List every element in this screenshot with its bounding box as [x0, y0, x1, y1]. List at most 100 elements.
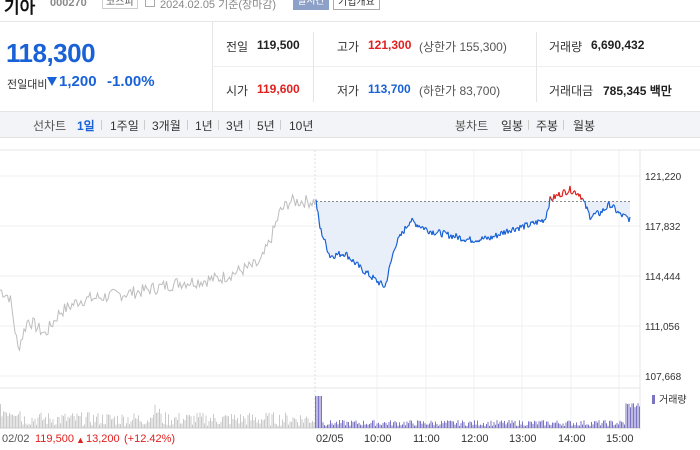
- volume-bar: [391, 425, 393, 428]
- volume-bar: [505, 424, 507, 428]
- prev-day-change: 13,200: [86, 433, 120, 445]
- price-segment: [605, 208, 608, 211]
- volume-bar: [150, 417, 151, 428]
- volume-legend: 거래량: [659, 394, 687, 406]
- volume-bar: [549, 424, 550, 428]
- volume-bar: [457, 420, 459, 428]
- candle-weekly[interactable]: 주봉: [536, 119, 559, 133]
- volume-bar: [396, 422, 397, 428]
- volume-bar: [348, 421, 349, 428]
- volume-bar: [447, 420, 448, 428]
- price-segment: [389, 261, 392, 265]
- volume-bar: [406, 421, 408, 428]
- volume-bar: [136, 418, 138, 428]
- volume-bar: [595, 421, 597, 428]
- volume-bar: [417, 420, 418, 428]
- volume-bar: [633, 403, 634, 428]
- price-segment: [320, 228, 323, 237]
- volume-bar: [247, 415, 249, 428]
- price-segment: [487, 236, 490, 239]
- price-segment: [388, 264, 391, 269]
- volume-bar: [181, 423, 183, 428]
- price-segment: [443, 229, 446, 233]
- volume-bar: [87, 412, 88, 428]
- volume-bar: [591, 421, 592, 428]
- price-segment: [594, 212, 597, 215]
- volume-bar: [379, 424, 381, 428]
- volume-bar: [171, 420, 172, 428]
- volume-bar: [405, 425, 406, 428]
- volume-bar: [520, 424, 522, 428]
- volume-bar: [630, 407, 631, 428]
- volume-bar: [493, 421, 495, 428]
- volume-bar: [330, 420, 331, 428]
- price-segment: [628, 216, 631, 223]
- price-segment: [588, 212, 591, 220]
- volume-bar: [420, 421, 421, 428]
- volume-bar: [357, 423, 358, 428]
- volume-bar: [619, 420, 621, 428]
- period-5y[interactable]: 5년: [257, 119, 275, 133]
- volume-bar: [511, 420, 513, 428]
- volume-bar: [367, 424, 369, 428]
- intraday-chart[interactable]: 121,220 117,832 114,444 111,056 107,668 거래량: [0, 139, 700, 450]
- volume-bar: [141, 421, 142, 428]
- price-segment: [569, 185, 572, 194]
- period-10y[interactable]: 10년: [289, 119, 314, 133]
- company-overview-button[interactable]: 기업개요: [333, 0, 380, 10]
- volume-bar: [574, 425, 576, 428]
- volume-bar: [280, 425, 282, 428]
- price-segment: [549, 196, 552, 199]
- volume-bar: [195, 422, 196, 428]
- volume-bar: [255, 417, 256, 428]
- volume-bar: [351, 420, 352, 428]
- volume-bar: [589, 425, 591, 428]
- period-1w[interactable]: 1주일: [110, 119, 139, 133]
- prev-day-line: [0, 192, 316, 352]
- volume-bar: [121, 414, 123, 428]
- below-prev-area: [316, 201, 630, 288]
- period-1d[interactable]: 1일: [77, 119, 95, 133]
- volume-bar: [48, 413, 49, 428]
- volume-bar: [28, 423, 30, 428]
- volume-bar: [568, 420, 570, 428]
- volume-bar: [189, 414, 190, 428]
- volume-bar: [571, 425, 573, 428]
- today-series: [315, 185, 631, 288]
- price-segment: [548, 196, 551, 208]
- price-stats-panel: 전일 119,500 고가 121,300 (상한가 155,300) 거래량 …: [213, 22, 700, 112]
- volume-bar: [541, 420, 543, 428]
- volume-bar: [286, 415, 288, 428]
- volume-bar: [469, 421, 471, 428]
- calendar-icon: [145, 0, 155, 7]
- candle-daily[interactable]: 일봉: [501, 119, 524, 133]
- volume-bar: [444, 421, 445, 428]
- period-3y[interactable]: 3년: [226, 119, 244, 133]
- volume-bar: [66, 421, 67, 428]
- y-axis-labels: 121,220 117,832 114,444 111,056 107,668: [645, 172, 682, 383]
- volume-bar: [231, 414, 232, 428]
- volume-bar: [517, 425, 519, 428]
- volume-bar: [609, 420, 610, 428]
- volume-bar: [382, 423, 384, 428]
- price-segment: [613, 204, 616, 208]
- volume-bar: [154, 404, 156, 428]
- price-segment: [586, 206, 589, 211]
- price-segment: [352, 258, 355, 263]
- volume-bar: [234, 414, 235, 428]
- realtime-badge[interactable]: 실시간: [293, 0, 329, 10]
- upper-limit: (상한가 155,300): [419, 40, 507, 54]
- volume-bar: [472, 424, 474, 428]
- volume-bar: [424, 423, 426, 428]
- volume-bar: [388, 422, 390, 428]
- price-segment: [385, 281, 388, 283]
- volume-bar: [249, 413, 250, 428]
- volume-bar: [33, 421, 34, 428]
- candle-monthly[interactable]: 월봉: [573, 119, 596, 133]
- price-segment: [411, 217, 414, 221]
- volume-bar: [411, 420, 412, 428]
- volume-bar: [465, 425, 466, 428]
- volume-bar: [153, 414, 154, 428]
- period-1y[interactable]: 1년: [195, 119, 213, 133]
- period-3m[interactable]: 3개월: [152, 119, 181, 133]
